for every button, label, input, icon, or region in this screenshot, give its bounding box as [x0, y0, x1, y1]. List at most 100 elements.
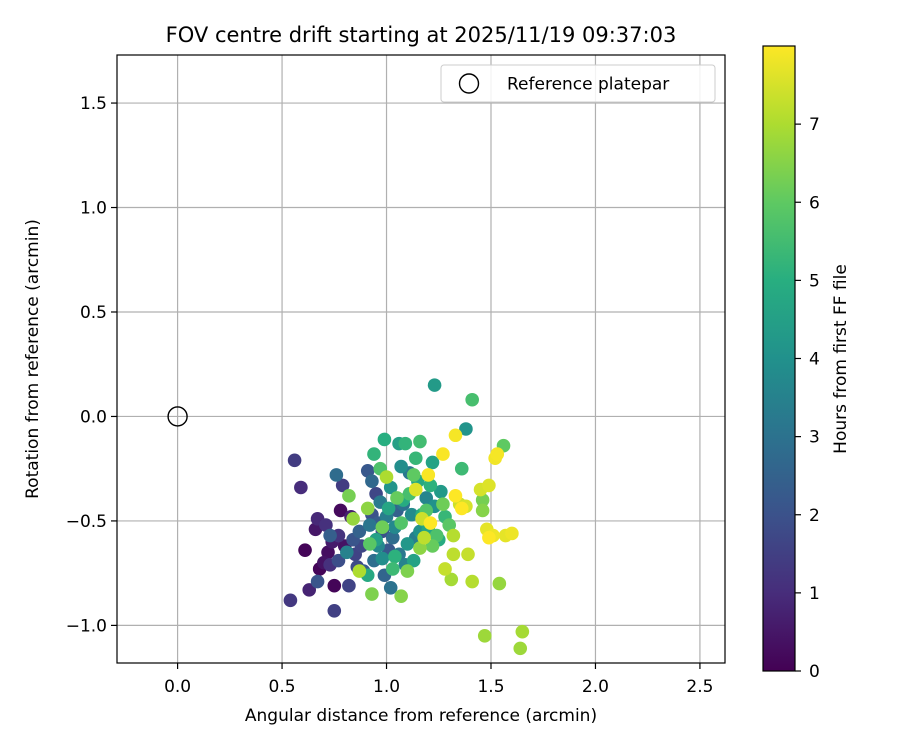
data-point — [515, 624, 530, 639]
data-point — [408, 451, 423, 466]
data-point — [390, 491, 404, 505]
data-point — [475, 493, 490, 507]
data-point — [419, 491, 434, 505]
data-point — [327, 603, 342, 618]
data-point — [448, 428, 463, 443]
data-point — [287, 453, 302, 468]
colorbar-tick-label: 4 — [809, 350, 820, 370]
data-point — [388, 549, 402, 564]
data-point — [329, 468, 344, 482]
data-point — [377, 432, 392, 447]
data-point — [363, 537, 377, 551]
data-point — [465, 392, 479, 407]
data-point — [383, 580, 398, 595]
data-point — [505, 526, 519, 541]
data-point — [360, 501, 375, 516]
data-point — [492, 576, 507, 591]
data-point — [365, 474, 379, 489]
data-point — [438, 562, 452, 576]
data-point — [425, 455, 440, 470]
data-point — [352, 564, 367, 578]
data-point — [446, 528, 461, 543]
data-point — [385, 562, 400, 576]
data-point — [383, 480, 398, 495]
data-point — [482, 478, 496, 493]
data-point — [333, 503, 348, 518]
data-point — [434, 484, 448, 499]
x-axis-ticks: 0.0 0.5 1.0 1.5 2.0 2.5 — [164, 663, 713, 697]
x-tick-label: 0.5 — [269, 677, 296, 697]
y-axis-ticks: −1.0 −0.5 0.0 0.5 1.0 1.5 — [66, 94, 117, 636]
colorbar-tick-label: 7 — [809, 115, 820, 135]
data-point — [283, 593, 298, 608]
reference-marker-group — [167, 406, 188, 427]
data-point — [413, 434, 427, 449]
colorbar-tick-label: 5 — [809, 271, 820, 291]
data-point — [427, 378, 442, 392]
data-point — [417, 530, 431, 545]
data-point — [331, 553, 346, 568]
legend-marker — [458, 73, 480, 94]
data-point — [398, 436, 413, 451]
data-point — [454, 461, 469, 476]
y-tick-label: 1.5 — [80, 94, 107, 114]
data-point — [335, 478, 350, 493]
data-point — [363, 518, 377, 532]
data-point — [352, 524, 367, 539]
data-point — [327, 578, 342, 593]
plot-frame — [116, 54, 726, 664]
data-point — [423, 478, 438, 493]
colorbar-ticks: 0 1 2 3 4 5 6 7 — [795, 115, 820, 682]
y-tick-label: 0.0 — [80, 407, 107, 427]
data-point — [319, 518, 333, 532]
data-point — [429, 528, 444, 543]
data-point — [379, 470, 394, 484]
reference-platepar-marker — [167, 406, 188, 427]
colorbar-tick-label: 6 — [809, 193, 820, 213]
data-point — [482, 530, 496, 545]
data-point — [310, 574, 325, 589]
data-point — [408, 482, 423, 497]
legend-box — [440, 64, 716, 103]
colorbar-tick-label: 2 — [809, 506, 820, 526]
data-point — [342, 489, 356, 503]
data-point — [406, 553, 421, 568]
data-point — [323, 528, 337, 543]
data-point — [381, 501, 396, 516]
data-point — [394, 589, 408, 603]
data-point — [448, 489, 463, 503]
x-tick-label: 2.5 — [686, 677, 713, 697]
data-point — [475, 503, 490, 518]
data-point — [365, 587, 379, 601]
data-point — [459, 422, 473, 436]
colorbar-tick-label: 3 — [809, 428, 820, 448]
data-point — [413, 541, 427, 555]
data-point — [444, 572, 459, 587]
chart-title: FOV centre drift starting at 2025/11/19 … — [166, 23, 677, 47]
data-point — [346, 512, 360, 526]
legend-label: Reference platepar — [507, 75, 669, 95]
colorbar-tick-label: 1 — [809, 584, 820, 604]
data-point — [436, 497, 450, 512]
data-point — [321, 545, 335, 560]
data-point — [425, 539, 440, 553]
grid-lines — [117, 55, 725, 663]
data-point — [436, 447, 450, 461]
x-tick-label: 1.5 — [477, 677, 504, 697]
data-point — [375, 520, 390, 534]
data-point — [298, 543, 312, 557]
x-axis-label: Angular distance from reference (arcmin) — [245, 706, 597, 726]
data-point — [308, 522, 323, 537]
y-tick-label: −1.0 — [66, 616, 107, 636]
y-axis-label: Rotation from reference (arcmin) — [23, 219, 43, 499]
data-point — [442, 518, 457, 532]
y-tick-label: 1.0 — [80, 199, 107, 219]
data-point — [360, 463, 375, 478]
data-point — [294, 480, 308, 495]
data-point — [406, 468, 421, 482]
colorbar-label: Hours from first FF file — [831, 264, 851, 454]
data-points — [283, 378, 530, 656]
data-point — [477, 629, 492, 643]
data-point — [375, 551, 390, 566]
data-point — [513, 641, 528, 656]
